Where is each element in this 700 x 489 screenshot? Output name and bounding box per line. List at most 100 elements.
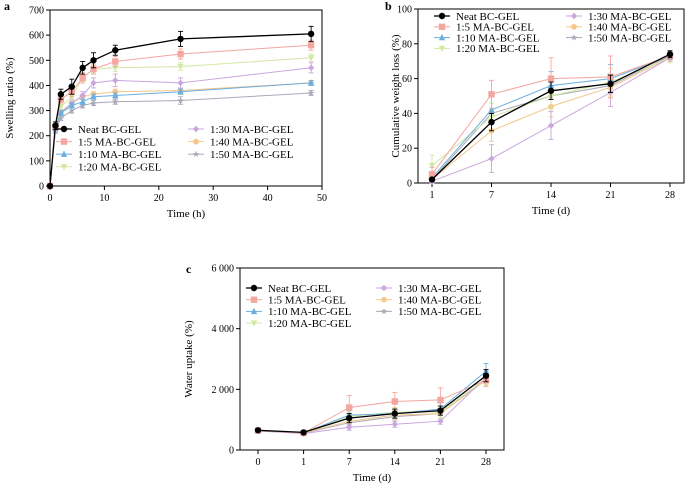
data-point xyxy=(437,417,444,425)
data-point xyxy=(488,91,495,98)
series-0 xyxy=(428,50,674,183)
legend-label: 1:30 MA-BC-GEL xyxy=(398,283,482,295)
legend-label: 1:30 MA-BC-GEL xyxy=(210,124,294,136)
y-tick-label: 400 xyxy=(29,81,44,92)
data-point xyxy=(68,83,75,90)
y-tick-label: 20 xyxy=(402,144,412,155)
data-point xyxy=(547,87,555,94)
data-point xyxy=(177,79,184,87)
y-tick-label: 200 xyxy=(29,131,44,142)
data-point xyxy=(46,182,54,190)
x-axis-label: Time (d) xyxy=(532,205,571,217)
legend-label: 1:50 MA-BC-GEL xyxy=(398,306,482,318)
legend: Neat BC-GEL 1:30 MA-BC-GEL 1:5 MA-BC-GEL 1:… xyxy=(246,283,482,330)
series-line xyxy=(257,379,487,434)
x-tick-label: 14 xyxy=(390,457,400,468)
legend-label: Neat BC-GEL xyxy=(78,124,142,136)
plot-frame xyxy=(239,267,505,451)
data-point xyxy=(68,94,75,101)
data-point xyxy=(346,424,353,431)
x-tick-label: 30 xyxy=(208,193,218,204)
y-tick-label: 0 xyxy=(407,179,412,190)
data-point xyxy=(111,98,119,105)
series-line xyxy=(257,378,487,434)
data-point xyxy=(307,55,315,62)
y-axis-label: Swelling ratio (%) xyxy=(4,57,16,139)
x-tick-label: 28 xyxy=(481,457,491,468)
y-tick-label: 6 000 xyxy=(212,264,235,275)
legend-label: 1:20 MA-BC-GEL xyxy=(78,162,162,174)
y-tick-label: 0 xyxy=(39,182,44,193)
legend-label: 1:10 MA-BC-GEL xyxy=(456,32,540,44)
data-point xyxy=(90,93,97,100)
data-point xyxy=(90,79,97,87)
x-tick-label: 7 xyxy=(489,190,494,201)
y-tick-label: 500 xyxy=(29,56,44,67)
data-point xyxy=(79,92,86,99)
legend-label: 1:20 MA-BC-GEL xyxy=(268,318,352,330)
x-tick-label: 28 xyxy=(665,190,675,201)
x-tick-label: 50 xyxy=(317,193,327,204)
panel-letter: c xyxy=(186,262,192,276)
y-axis-label: Cumulative weight loss (%) xyxy=(390,34,402,157)
data-point xyxy=(68,107,76,114)
legend-label: 1:10 MA-BC-GEL xyxy=(78,149,162,161)
legend-label: 1:20 MA-BC-GEL xyxy=(456,43,540,55)
legend-label: Neat BC-GEL xyxy=(456,11,520,23)
series-line xyxy=(257,379,487,434)
y-tick-label: 4 000 xyxy=(212,324,235,335)
data-point xyxy=(428,171,436,178)
data-point xyxy=(391,421,398,428)
y-tick-label: 600 xyxy=(29,31,44,42)
data-point xyxy=(90,57,97,64)
data-point xyxy=(90,65,97,73)
data-point xyxy=(307,30,315,38)
data-point xyxy=(607,80,614,88)
legend-marker xyxy=(380,296,388,303)
data-point xyxy=(112,77,119,84)
data-point xyxy=(177,63,184,71)
legend-marker xyxy=(60,150,68,157)
series-0 xyxy=(46,25,315,190)
data-point xyxy=(346,404,353,411)
y-axis-label: Water uptake (%) xyxy=(183,320,195,398)
series-0 xyxy=(254,369,490,436)
data-point xyxy=(68,101,75,109)
legend-marker xyxy=(438,33,446,41)
panel-letter: b xyxy=(385,0,392,13)
y-tick-label: 0 xyxy=(229,446,234,457)
legend-marker xyxy=(192,125,200,133)
data-point xyxy=(547,122,555,129)
y-tick-label: 80 xyxy=(402,39,412,50)
legend-marker xyxy=(380,284,388,292)
x-tick-label: 40 xyxy=(263,193,273,204)
x-tick-label: 1 xyxy=(301,457,306,468)
data-point xyxy=(428,162,436,170)
legend-label: 1:5 MA-BC-GEL xyxy=(268,295,346,307)
data-point xyxy=(437,396,444,404)
data-point xyxy=(307,89,315,96)
legend-label: 1:50 MA-BC-GEL xyxy=(588,32,672,44)
x-axis-label: Time (d) xyxy=(353,472,392,484)
y-tick-label: 2 000 xyxy=(212,385,235,396)
data-point xyxy=(177,88,184,95)
legend-marker xyxy=(380,307,388,315)
legend-label: Neat BC-GEL xyxy=(268,283,332,295)
legend-label: 1:50 MA-BC-GEL xyxy=(210,149,294,161)
data-point xyxy=(57,109,65,116)
data-point xyxy=(79,64,86,72)
legend-marker xyxy=(60,164,68,171)
legend-marker xyxy=(192,138,200,145)
x-tick-label: 10 xyxy=(99,193,109,204)
legend-marker xyxy=(60,125,68,133)
legend-marker xyxy=(250,296,258,303)
legend-marker xyxy=(192,150,200,158)
series-1 xyxy=(254,373,490,437)
data-point xyxy=(177,96,184,104)
x-tick-label: 21 xyxy=(435,457,445,468)
panel-c: c 0 1 7 14 21 28 0 2 000 4 000 6 000 Time (d) Water … xyxy=(183,262,505,484)
